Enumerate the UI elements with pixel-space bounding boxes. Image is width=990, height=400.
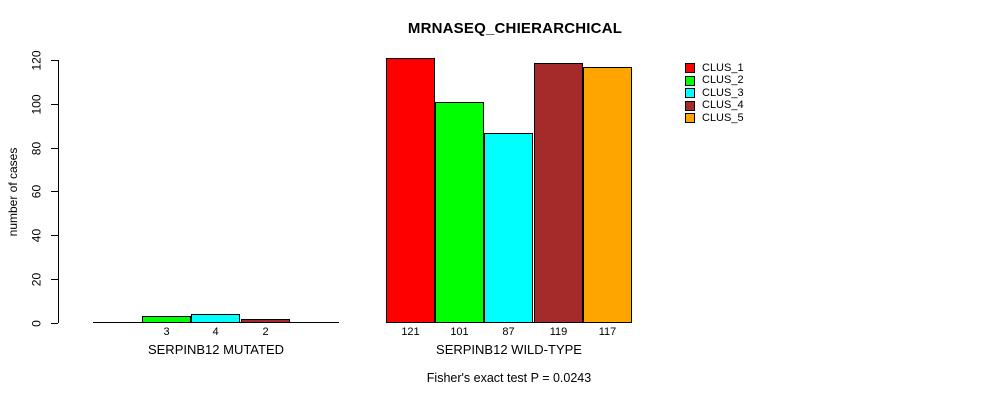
- bar-value-label-clus_5-group-1: 117: [598, 326, 617, 338]
- y-axis-tick-label-40: 40: [29, 228, 44, 243]
- y-axis-tick-120: [51, 60, 58, 61]
- group-label-mutated: SERPINB12 MUTATED: [147, 342, 285, 357]
- legend-swatch-clus_3: [685, 88, 695, 99]
- legend-row-clus_5: CLUS_5: [685, 112, 744, 125]
- bar-value-label-clus_2-group-0: 3: [163, 326, 170, 338]
- legend-row-clus_1: CLUS_1: [685, 62, 744, 75]
- bar-clus_4-group-1: [534, 63, 583, 323]
- legend: CLUS_1 CLUS_2 CLUS_3 CLUS_4 CLUS_5: [685, 62, 744, 125]
- bar-clus_2-group-0: [142, 316, 191, 323]
- legend-label-clus_1: CLUS_1: [702, 61, 744, 74]
- group-label-wild-type: SERPINB12 WILD-TYPE: [436, 342, 582, 357]
- y-axis-tick-label-60: 60: [29, 185, 44, 199]
- y-axis-line: [58, 60, 59, 323]
- legend-row-clus_3: CLUS_3: [685, 87, 744, 100]
- legend-label-clus_2: CLUS_2: [702, 74, 744, 87]
- y-axis-tick-label-20: 20: [29, 272, 44, 286]
- chart-title: MRNASEQ_CHIERARCHICAL: [407, 20, 623, 37]
- bar-value-label-clus_4-group-0: 2: [262, 326, 269, 338]
- bar-clus_3-group-0: [191, 314, 240, 323]
- y-axis-tick-label-100: 100: [29, 94, 44, 115]
- y-axis-tick-40: [51, 235, 58, 236]
- y-axis-title: number of cases: [6, 147, 20, 237]
- bar-clus_5-group-1: [583, 67, 632, 323]
- bar-clus_2-group-1: [435, 102, 484, 323]
- y-axis-tick-label-0: 0: [29, 319, 44, 327]
- legend-swatch-clus_5: [685, 113, 695, 124]
- bar-value-label-clus_3-group-1: 87: [502, 326, 515, 338]
- y-axis-tick-label-80: 80: [29, 141, 44, 155]
- y-axis-tick-label-120: 120: [29, 50, 44, 71]
- legend-label-clus_5: CLUS_5: [702, 111, 744, 124]
- bar-clus_4-group-0: [241, 319, 290, 323]
- legend-row-clus_2: CLUS_2: [685, 75, 744, 88]
- legend-swatch-clus_4: [685, 100, 695, 111]
- bar-clus_1-group-1: [386, 58, 435, 323]
- bar-value-label-clus_1-group-1: 121: [401, 326, 420, 338]
- bar-clus_3-group-1: [484, 133, 533, 323]
- y-axis-tick-60: [51, 191, 58, 193]
- legend-swatch-clus_1: [685, 63, 695, 74]
- y-axis-tick-20: [51, 278, 58, 280]
- legend-swatch-clus_2: [685, 75, 695, 86]
- caption-fishers-test: Fisher's exact test P = 0.0243: [426, 371, 592, 385]
- bar-value-label-clus_4-group-1: 119: [549, 326, 568, 338]
- bar-value-label-clus_3-group-0: 4: [212, 326, 219, 338]
- bar-value-label-clus_2-group-1: 101: [450, 326, 469, 338]
- legend-row-clus_4: CLUS_4: [685, 100, 744, 113]
- legend-label-clus_3: CLUS_3: [702, 86, 744, 99]
- y-axis-tick-80: [51, 147, 58, 149]
- y-axis-tick-0: [51, 322, 58, 324]
- y-axis-tick-100: [51, 103, 58, 105]
- legend-label-clus_4: CLUS_4: [702, 99, 744, 112]
